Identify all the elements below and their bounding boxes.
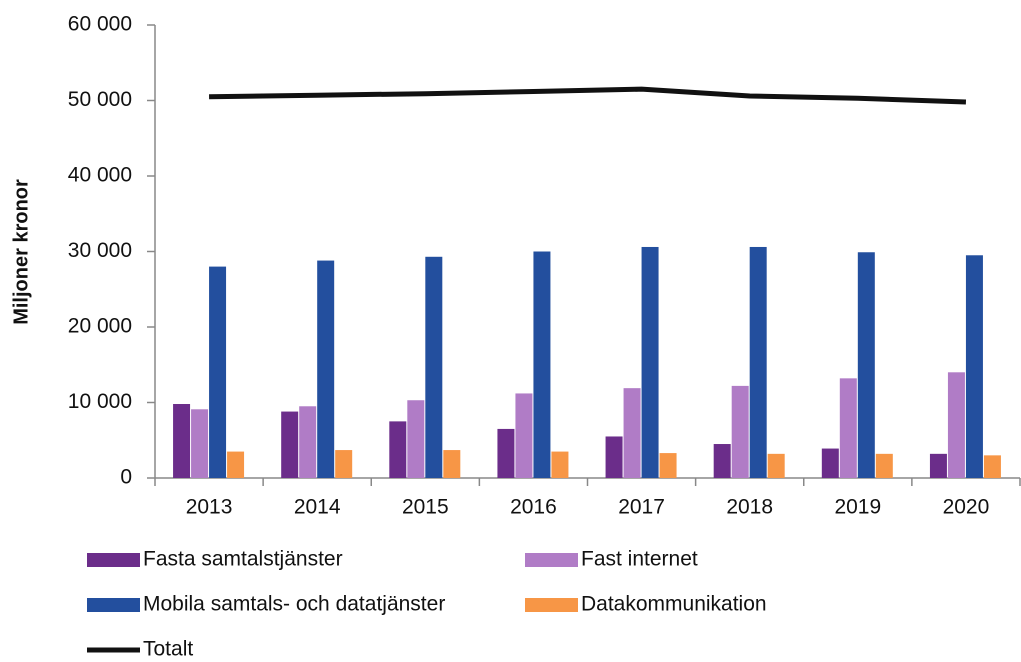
legend-swatch [87,598,140,612]
bar [497,428,515,478]
line [209,86,967,105]
legend-swatch [87,553,140,567]
x-tick-label: 2019 [834,496,881,519]
y-tick-label: 20 000 [68,315,132,338]
y-tick-label: 10 000 [68,390,132,413]
bar [173,404,191,478]
bar [641,246,659,478]
bar [317,260,335,478]
bar [929,453,947,478]
bar [533,251,551,478]
legend-label: Fast internet [581,548,698,571]
y-tick-label: 50 000 [68,88,132,111]
bar [407,400,425,478]
bar [551,451,569,478]
y-axis-label: Miljoner kronor [10,179,32,325]
legend-label: Fasta samtalstjänster [143,548,343,571]
bar [191,409,209,478]
y-tick-label: 40 000 [68,164,132,187]
bar [857,252,875,478]
bar [623,388,641,478]
y-tick-label: 60 000 [68,13,132,36]
x-tick-label: 2017 [618,496,665,519]
legend-swatch [525,553,578,567]
bar [965,255,983,478]
legend-swatch [525,598,578,612]
x-tick-label: 2020 [943,496,990,519]
x-tick-label: 2014 [294,496,341,519]
bar [425,256,443,478]
bar [659,453,677,478]
y-tick-label: 30 000 [68,239,132,262]
bar [947,372,965,478]
bar [983,455,1001,478]
bar [605,436,623,478]
x-tick-label: 2016 [510,496,557,519]
bar [281,411,299,478]
bar [713,444,731,478]
bar [731,385,749,478]
x-tick-label: 2015 [402,496,449,519]
bar [875,453,893,478]
bar [767,453,785,478]
bar [389,421,407,478]
y-tick-label: 0 [120,466,132,489]
bar [839,378,857,478]
x-tick-label: 2018 [726,496,773,519]
bar [227,451,245,478]
bar [821,448,839,478]
bar [749,246,767,478]
bar [209,266,227,478]
bar [515,393,533,478]
legend-label: Totalt [143,638,193,661]
legend-label: Mobila samtals- och datatjänster [143,593,445,616]
legend-label: Datakommunikation [581,593,767,616]
x-tick-label: 2013 [186,496,233,519]
bar [443,450,461,478]
bar [335,450,353,478]
bar [299,406,317,478]
